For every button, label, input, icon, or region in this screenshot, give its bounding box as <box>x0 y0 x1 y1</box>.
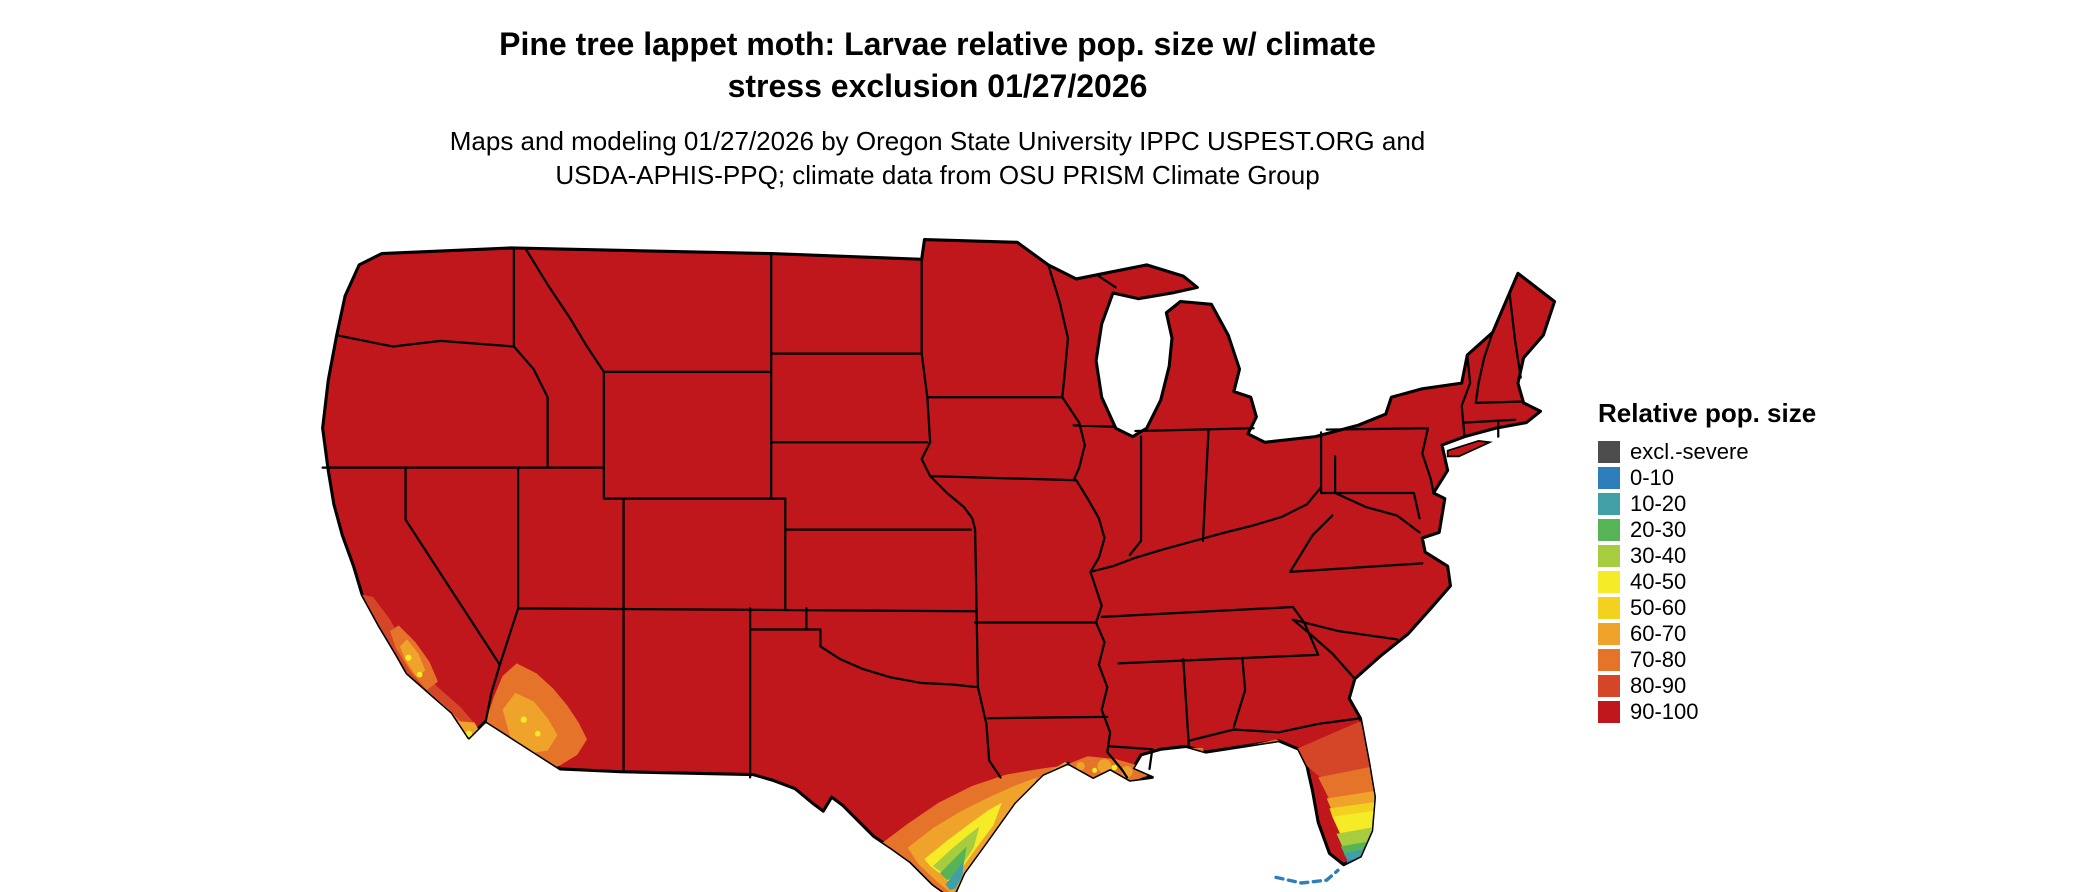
legend-label: 0-10 <box>1630 465 1675 490</box>
legend-item: 70-80 <box>1598 647 1816 672</box>
patch-fl-5060 <box>1329 801 1381 817</box>
legend-label: 70-80 <box>1630 647 1687 672</box>
patch-fl-8090 <box>1295 721 1375 781</box>
legend-item: 20-30 <box>1598 517 1816 542</box>
patch-ca-valley-gold <box>399 639 426 678</box>
legend: Relative pop. size excl.-severe 0-10 10-… <box>1598 398 1816 727</box>
legend-label: 40-50 <box>1630 569 1687 594</box>
legend-swatch <box>1598 571 1620 593</box>
legend-label: 80-90 <box>1630 673 1687 698</box>
florida-keys <box>1274 868 1340 885</box>
legend-swatch <box>1598 597 1620 619</box>
patch-az-gold <box>502 692 558 754</box>
legend-item: 30-40 <box>1598 543 1816 568</box>
us-map <box>321 237 1557 892</box>
state-borders <box>321 246 1525 779</box>
patch-ca-coast <box>362 594 478 736</box>
legend-swatch <box>1598 649 1620 671</box>
legend-title: Relative pop. size <box>1598 398 1817 428</box>
la-yellow-speckles <box>1092 764 1118 773</box>
figure-subtitle-line2: USDA-APHIS-PPQ; climate data from OSU PR… <box>555 160 1320 191</box>
legend-swatch <box>1598 519 1620 541</box>
figure-title: Pine tree lappet moth: Larvae relative p… <box>0 24 1875 107</box>
legend-swatch <box>1598 701 1620 723</box>
legend-label: 10-20 <box>1630 491 1687 516</box>
figure-title-line1: Pine tree lappet moth: Larvae relative p… <box>499 26 1376 62</box>
legend-item: 60-70 <box>1598 621 1816 646</box>
legend-label: 50-60 <box>1630 595 1687 620</box>
legend-label: 90-100 <box>1630 699 1699 724</box>
legend-label: 30-40 <box>1630 543 1687 568</box>
patch-tx-teal <box>945 860 964 891</box>
figure-title-line2: stress exclusion 01/27/2026 <box>727 67 1148 104</box>
legend-swatch <box>1598 675 1620 697</box>
legend-swatch <box>1598 545 1620 567</box>
legend-item: 10-20 <box>1598 491 1816 516</box>
legend-item: 40-50 <box>1598 569 1816 594</box>
legend-item: 90-100 <box>1598 699 1816 724</box>
legend-item: 50-60 <box>1598 595 1816 620</box>
legend-label: 60-70 <box>1630 621 1687 646</box>
figure-subtitle: Maps and modeling 01/27/2026 by Oregon S… <box>0 124 1875 193</box>
legend-item: 80-90 <box>1598 673 1816 698</box>
figure-subtitle-line1: Maps and modeling 01/27/2026 by Oregon S… <box>449 126 1426 156</box>
patch-tx-green <box>939 846 967 881</box>
legend-swatch <box>1598 467 1620 489</box>
long-island <box>1446 440 1493 458</box>
legend-swatch <box>1598 623 1620 645</box>
legend-label: excl.-severe <box>1630 439 1749 464</box>
legend-label: 20-30 <box>1630 517 1687 542</box>
legend-swatch <box>1598 441 1620 463</box>
patch-fl-7080 <box>1318 766 1381 800</box>
nation-fill <box>321 237 1557 892</box>
ca-yellow-speckles <box>405 654 472 737</box>
legend-swatch <box>1598 493 1620 515</box>
az-yellow-speckles <box>520 716 541 737</box>
patch-tx-yellowgreen <box>932 826 980 881</box>
legend-item: excl.-severe <box>1598 439 1816 464</box>
legend-item: 0-10 <box>1598 465 1816 490</box>
